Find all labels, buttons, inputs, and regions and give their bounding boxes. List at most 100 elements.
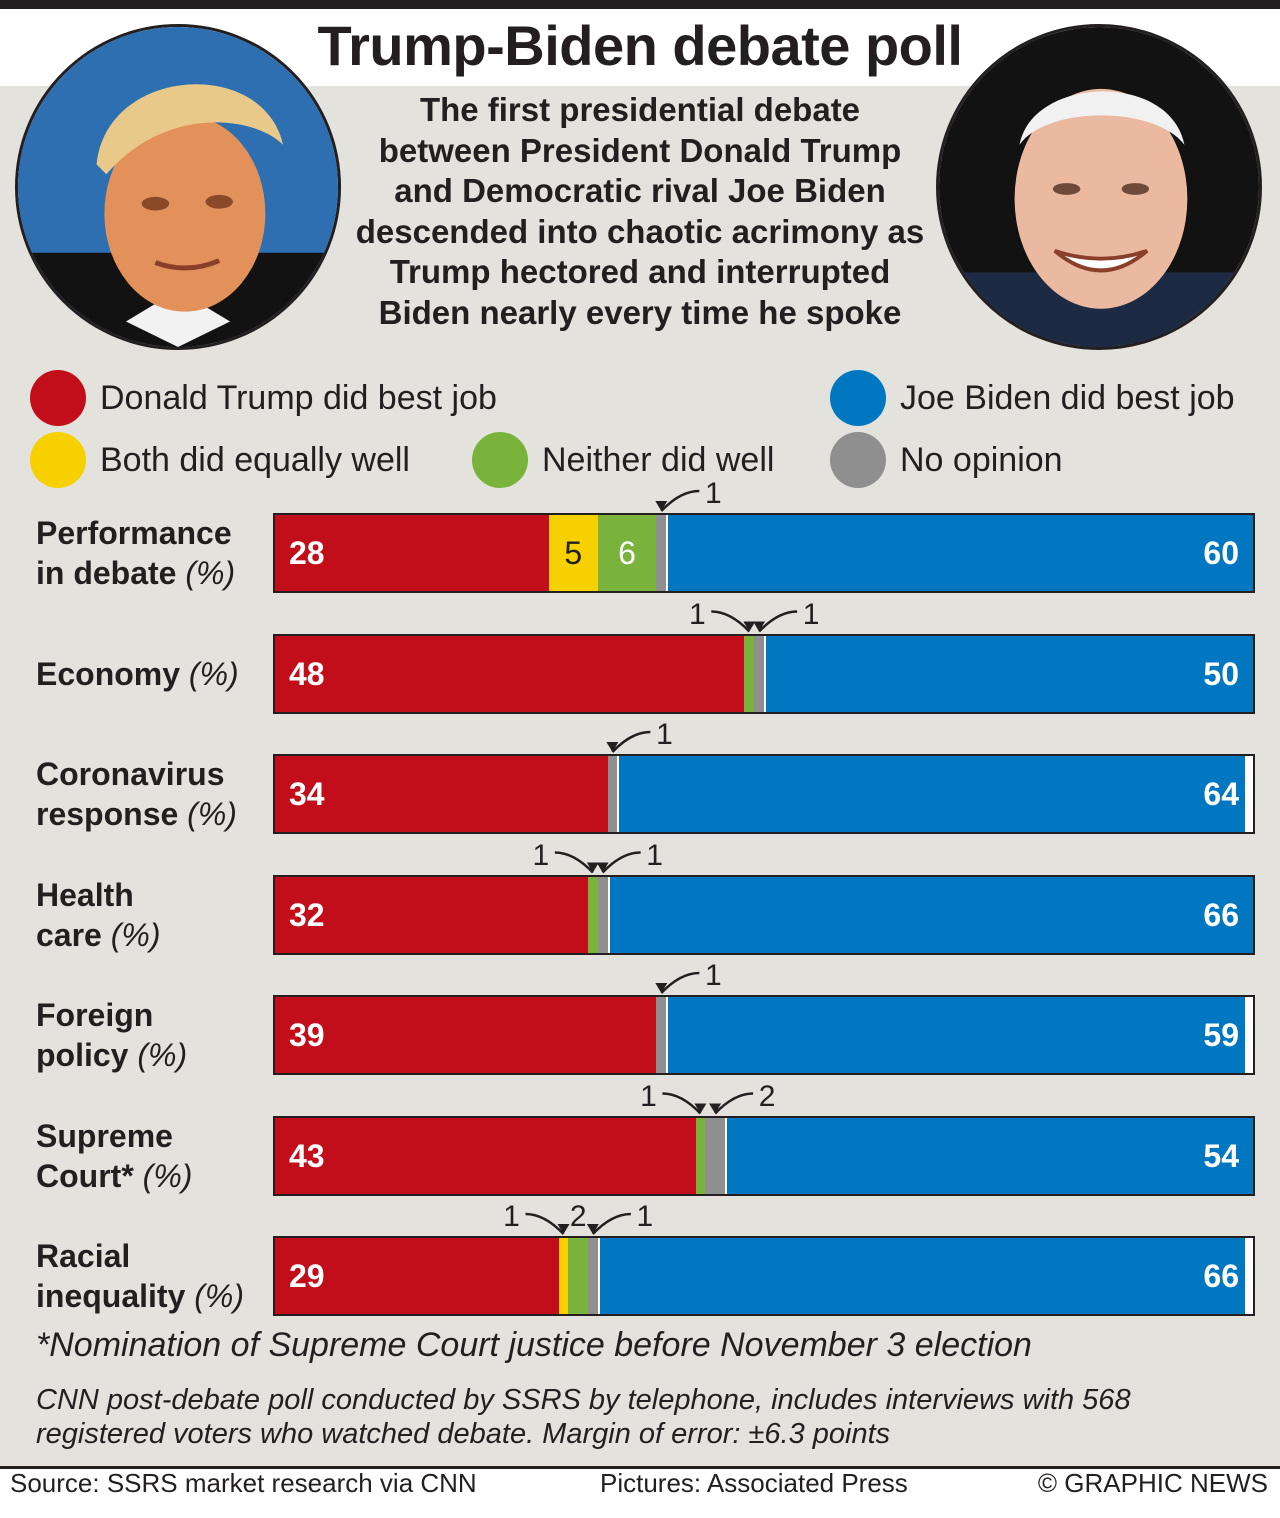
data-label-trump: 29 — [289, 1258, 325, 1294]
category-label-line: Racial — [36, 1238, 131, 1274]
legend-label-neither: Neither did well — [542, 440, 775, 479]
category-label: Performance in debate (%) — [36, 513, 235, 593]
bar-row: 28 5 6 60 — [273, 513, 1255, 593]
data-label-biden: 66 — [1203, 896, 1239, 933]
category-label-line: policy — [36, 1037, 129, 1073]
callout-label-both: 1 — [503, 1200, 520, 1233]
data-label-neither: 6 — [618, 535, 636, 571]
bar-segment-biden — [724, 1117, 1253, 1194]
bar-segment-trump — [275, 635, 745, 712]
bar-segment-noopinion — [607, 756, 618, 832]
callout-label-noopinion: 1 — [656, 718, 673, 751]
bar-segment-both — [558, 1238, 569, 1314]
callout-label-neither: 2 — [569, 1200, 587, 1233]
bar-segment-both — [548, 515, 598, 591]
bar-segment-neither — [597, 515, 657, 591]
category-label-line: Foreign — [36, 997, 154, 1033]
legend-label-both: Both did equally well — [100, 440, 410, 479]
data-label-biden: 50 — [1203, 655, 1239, 692]
bar-segment-trump — [275, 1117, 696, 1194]
legend-swatch-trump — [30, 370, 86, 426]
data-label-trump: 32 — [289, 896, 325, 933]
data-label-trump: 48 — [289, 655, 325, 692]
category-label-line: Performance — [36, 515, 232, 551]
data-label-biden: 66 — [1203, 1258, 1239, 1294]
bar-segment-noopinion — [656, 997, 667, 1073]
joe-biden-photo — [936, 24, 1262, 350]
source-credit: Source: SSRS market research via CNN — [10, 1468, 477, 1498]
callout-label-neither: 1 — [640, 1079, 657, 1113]
bar-row: 29 66 — [273, 1236, 1255, 1316]
page-title: Trump-Biden debate poll — [317, 14, 963, 77]
category-label: Economy (%) — [36, 654, 239, 694]
data-label-biden: 64 — [1203, 776, 1239, 812]
bar-segment-noopinion — [597, 876, 608, 953]
bar-row: 32 66 — [273, 874, 1255, 955]
bar-segment-biden — [607, 876, 1253, 953]
data-label-biden: 54 — [1203, 1137, 1239, 1174]
category-label-line: Health — [36, 876, 134, 913]
top-rule — [0, 0, 1280, 9]
legend-swatch-biden — [830, 370, 886, 426]
bar-segment-biden — [666, 515, 1253, 591]
category-label-line: Coronavirus — [36, 756, 225, 792]
callout-label-noopinion: 1 — [704, 477, 722, 510]
bar-segment-neither — [695, 1117, 706, 1194]
methodology-note: CNN post-debate poll conducted by SSRS b… — [36, 1384, 1131, 1450]
category-unit: (%) — [110, 916, 161, 953]
bar-segment-biden — [666, 997, 1246, 1073]
callout-label-noopinion: 1 — [802, 597, 820, 631]
bar-row: 43 54 — [273, 1115, 1255, 1196]
legend-label-trump: Donald Trump did best job — [100, 378, 497, 417]
intro-text: The first presidential debate between Pr… — [355, 91, 925, 331]
category-unit: (%) — [188, 655, 239, 692]
data-label-trump: 43 — [289, 1137, 325, 1174]
category-label: Supreme Court* (%) — [36, 1116, 192, 1196]
portrait-photo-icon — [18, 27, 338, 347]
category-unit: (%) — [187, 796, 237, 832]
callout-label-noopinion: 2 — [758, 1079, 776, 1113]
legend-item-trump: Donald Trump did best job — [30, 370, 497, 426]
category-unit: (%) — [185, 555, 236, 591]
data-label-biden: 59 — [1203, 1017, 1239, 1053]
legend-item-biden: Joe Biden did best job — [830, 370, 1235, 426]
category-label-line: Court* — [36, 1157, 134, 1194]
category-label-line: care — [36, 916, 102, 953]
bar-row: 39 59 — [273, 995, 1255, 1075]
callout-label-noopinion: 1 — [636, 1200, 654, 1233]
bar-segment-trump — [275, 1238, 559, 1314]
category-label-line: in debate — [36, 555, 177, 591]
callout-label-neither: 1 — [532, 838, 550, 872]
category-unit: (%) — [137, 1037, 188, 1073]
category-unit: (%) — [142, 1157, 193, 1194]
callout-label-noopinion: 1 — [646, 838, 663, 872]
legend-label-biden: Joe Biden did best job — [900, 378, 1235, 417]
bar-segment-neither — [568, 1238, 588, 1314]
category-label-line: response — [36, 796, 179, 832]
footer-rule — [0, 1466, 1280, 1469]
bar-segment-noopinion — [705, 1117, 725, 1194]
bar-segment-biden — [597, 1238, 1246, 1314]
category-label: Coronavirus response (%) — [36, 754, 237, 834]
category-label: Foreign policy (%) — [36, 995, 187, 1075]
legend-item-neither: Neither did well — [472, 432, 774, 488]
category-label: Health care (%) — [36, 875, 161, 955]
category-label: Racial inequality (%) — [36, 1236, 244, 1316]
legend-label-noopinion: No opinion — [900, 440, 1063, 479]
bar-segment-neither — [744, 635, 755, 712]
bar-segment-neither — [587, 876, 598, 953]
data-label-trump: 28 — [289, 535, 325, 571]
category-label-line: inequality — [36, 1278, 186, 1314]
legend-item-both: Both did equally well — [30, 432, 410, 488]
bar-segment-biden — [764, 635, 1253, 712]
category-label-line: Supreme — [36, 1117, 173, 1154]
bar-row: 34 64 — [273, 754, 1255, 834]
bar-segment-noopinion — [656, 515, 667, 591]
bar-segment-biden — [617, 756, 1246, 832]
legend-swatch-noopinion — [830, 432, 886, 488]
bar-segment-trump — [275, 997, 657, 1073]
data-label-trump: 39 — [289, 1017, 325, 1053]
bar-row: 48 50 — [273, 633, 1255, 714]
callout-label-noopinion: 1 — [704, 959, 722, 992]
legend-swatch-neither — [472, 432, 528, 488]
